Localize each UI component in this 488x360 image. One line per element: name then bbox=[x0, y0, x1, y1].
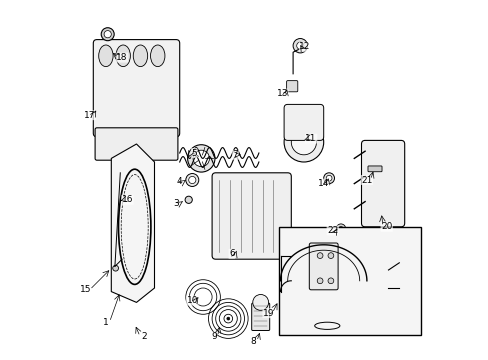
Circle shape bbox=[323, 173, 334, 184]
Text: 4: 4 bbox=[177, 177, 182, 186]
Text: 14: 14 bbox=[317, 179, 329, 188]
Circle shape bbox=[193, 150, 209, 167]
Circle shape bbox=[338, 226, 343, 231]
FancyBboxPatch shape bbox=[95, 128, 178, 160]
Circle shape bbox=[317, 253, 322, 258]
Text: 7: 7 bbox=[232, 150, 238, 159]
FancyBboxPatch shape bbox=[286, 81, 297, 92]
Text: 1: 1 bbox=[103, 318, 108, 327]
FancyBboxPatch shape bbox=[361, 140, 404, 227]
Circle shape bbox=[317, 278, 322, 284]
Circle shape bbox=[101, 28, 114, 41]
Circle shape bbox=[226, 317, 229, 320]
Text: 20: 20 bbox=[380, 222, 391, 231]
Text: 22: 22 bbox=[326, 226, 338, 235]
Circle shape bbox=[104, 31, 111, 38]
Ellipse shape bbox=[99, 45, 113, 67]
Text: 12: 12 bbox=[299, 42, 310, 51]
Circle shape bbox=[284, 122, 323, 162]
Text: 15: 15 bbox=[80, 285, 92, 294]
FancyBboxPatch shape bbox=[367, 166, 381, 172]
Circle shape bbox=[292, 39, 307, 53]
Text: 6: 6 bbox=[228, 249, 234, 258]
Text: 19: 19 bbox=[263, 309, 274, 318]
Text: 3: 3 bbox=[173, 199, 179, 208]
Ellipse shape bbox=[150, 45, 164, 67]
Circle shape bbox=[188, 176, 196, 184]
Text: 5: 5 bbox=[191, 149, 197, 158]
Text: 13: 13 bbox=[276, 89, 287, 98]
Circle shape bbox=[113, 265, 118, 271]
Ellipse shape bbox=[116, 45, 130, 67]
Polygon shape bbox=[111, 144, 154, 302]
Text: 18: 18 bbox=[116, 53, 127, 62]
FancyBboxPatch shape bbox=[212, 173, 291, 259]
Text: 2: 2 bbox=[141, 332, 146, 341]
Text: 8: 8 bbox=[250, 337, 256, 346]
Circle shape bbox=[185, 196, 192, 203]
Text: 9: 9 bbox=[211, 332, 216, 341]
Circle shape bbox=[327, 278, 333, 284]
Circle shape bbox=[296, 42, 303, 49]
FancyBboxPatch shape bbox=[284, 104, 323, 140]
Circle shape bbox=[185, 174, 199, 186]
Circle shape bbox=[336, 224, 345, 233]
Text: 16: 16 bbox=[122, 195, 133, 204]
Circle shape bbox=[325, 175, 331, 181]
Circle shape bbox=[327, 253, 333, 258]
Circle shape bbox=[187, 145, 215, 172]
FancyBboxPatch shape bbox=[309, 243, 337, 290]
Ellipse shape bbox=[133, 45, 147, 67]
Text: 21: 21 bbox=[361, 176, 372, 185]
Text: 17: 17 bbox=[84, 111, 95, 120]
Circle shape bbox=[291, 130, 316, 155]
Text: 11: 11 bbox=[305, 134, 316, 143]
FancyBboxPatch shape bbox=[278, 227, 420, 335]
FancyBboxPatch shape bbox=[251, 303, 269, 330]
FancyBboxPatch shape bbox=[93, 40, 179, 137]
Circle shape bbox=[252, 294, 268, 310]
Text: 10: 10 bbox=[186, 296, 198, 305]
